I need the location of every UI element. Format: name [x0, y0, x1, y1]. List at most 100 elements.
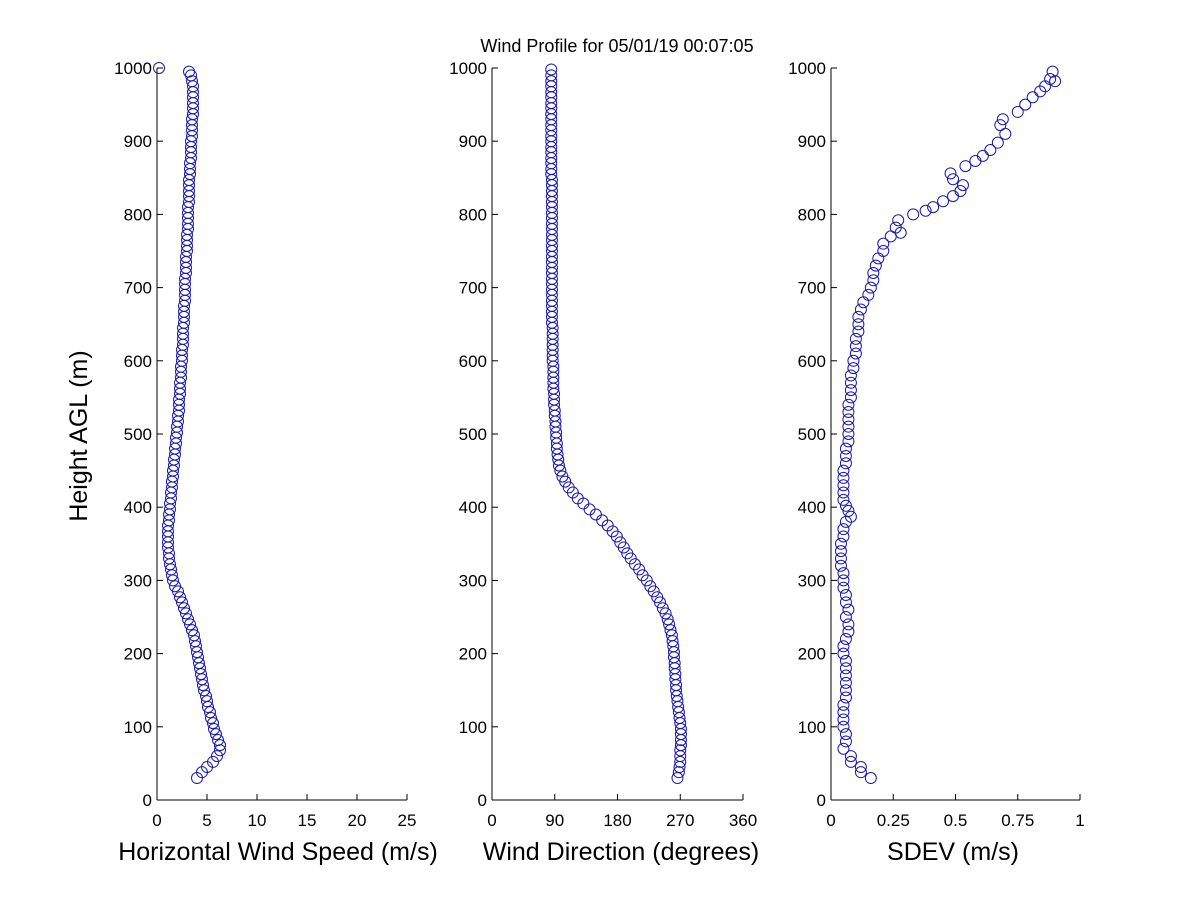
sdev-data-point — [834, 545, 847, 558]
sdev-data-point — [954, 184, 967, 197]
speed-y-tick-label: 400 — [124, 498, 152, 517]
sdev-data-point — [837, 742, 850, 755]
direction-y-tick-label: 600 — [459, 352, 487, 371]
sdev-data-point — [937, 195, 950, 208]
sdev-data-point — [837, 471, 850, 484]
speed-y-tick-label: 800 — [124, 205, 152, 224]
speed-data-point — [176, 596, 188, 609]
direction-data-point — [674, 744, 687, 757]
speed-y-tick-label: 600 — [124, 352, 152, 371]
sdev-data-point — [854, 766, 867, 779]
sdev-data-point — [837, 698, 850, 711]
direction-x-tick-label: 360 — [729, 811, 757, 830]
sdev-data-point — [837, 530, 850, 543]
sdev-data-point — [864, 772, 877, 785]
sdev-data-point — [947, 173, 960, 186]
direction-data-point — [556, 470, 569, 483]
sdev-data-point — [837, 720, 850, 733]
sdev-data-point — [837, 479, 850, 492]
sdev-data-point — [1049, 75, 1062, 88]
sdev-data-point — [844, 750, 857, 763]
sdev-data-point — [854, 303, 867, 316]
sdev-data-point — [839, 589, 852, 602]
sdev-data-point — [849, 340, 862, 353]
speed-data-point — [214, 739, 226, 752]
speed-data-point — [207, 755, 219, 768]
sdev-y-tick-label: 100 — [798, 718, 826, 737]
speed-data-point — [210, 728, 222, 741]
sdev-data-point — [839, 457, 852, 470]
sdev-y-tick-label: 800 — [798, 205, 826, 224]
sdev-data-point — [996, 113, 1009, 126]
speed-data-point — [178, 602, 190, 615]
speed-y-tick-label: 900 — [124, 132, 152, 151]
direction-y-tick-label: 700 — [459, 279, 487, 298]
direction-y-tick-label: 500 — [459, 425, 487, 444]
sdev-data-point — [847, 362, 860, 375]
speed-y-tick-label: 1000 — [114, 59, 152, 78]
direction-data-point — [661, 613, 674, 626]
speed-x-tick-label: 0 — [152, 811, 161, 830]
speed-data-point — [211, 750, 223, 763]
sdev-data-point — [839, 684, 852, 697]
sdev-y-tick-label: 400 — [798, 498, 826, 517]
sdev-data-point — [862, 288, 875, 301]
direction-data-point — [674, 755, 687, 768]
sdev-data-point — [1046, 65, 1059, 78]
speed-y-tick-label: 200 — [124, 645, 152, 664]
sdev-data-point — [849, 332, 862, 345]
speed-data-point — [183, 65, 195, 78]
sdev-data-point — [839, 662, 852, 675]
sdev-y-tick-label: 600 — [798, 352, 826, 371]
sdev-data-point — [839, 691, 852, 704]
speed-data-point — [182, 613, 194, 626]
direction-data-point — [545, 63, 558, 76]
sdev-data-point — [1011, 105, 1024, 118]
sdev-data-point — [839, 676, 852, 689]
sdev-data-point — [889, 221, 902, 234]
direction-x-tick-label: 90 — [545, 811, 564, 830]
sdev-y-tick-label: 200 — [798, 645, 826, 664]
sdev-data-point — [991, 136, 1004, 149]
sdev-x-axis-label: SDEV (m/s) — [887, 838, 1019, 866]
sdev-y-tick-label: 900 — [798, 132, 826, 151]
direction-x-axis-label: Wind Direction (degrees) — [483, 838, 760, 866]
speed-panel: 0 100 200 300 400 500 600 700 800 900 1000 0 5 10 15 20… — [114, 59, 438, 866]
sdev-data-point — [994, 119, 1007, 132]
direction-y-tick-label: 900 — [459, 132, 487, 151]
sdev-data-point — [837, 486, 850, 499]
sdev-data-point — [837, 574, 850, 587]
direction-data-point — [664, 624, 677, 637]
direction-data-point — [562, 481, 575, 494]
sdev-data-point — [857, 296, 870, 309]
sdev-data-point — [837, 640, 850, 653]
sdev-data-point — [839, 596, 852, 609]
sdev-data-point — [839, 442, 852, 455]
speed-data-point — [200, 690, 212, 703]
speed-y-tick-label: 100 — [124, 718, 152, 737]
sdev-data-point — [907, 208, 920, 221]
sdev-data-point — [844, 391, 857, 404]
sdev-data-point — [839, 728, 852, 741]
sdev-data-point — [864, 281, 877, 294]
sdev-data-point — [842, 603, 855, 616]
direction-y-tick-label: 1000 — [449, 59, 487, 78]
speed-data-point — [204, 706, 216, 719]
sdev-y-tick-label: 700 — [798, 279, 826, 298]
sdev-data-point — [839, 735, 852, 748]
direction-y-tick-label: 800 — [459, 205, 487, 224]
speed-data-point — [207, 717, 219, 730]
speed-data-point — [186, 624, 198, 637]
direction-data-point — [636, 569, 649, 582]
sdev-data-point — [852, 318, 865, 331]
sdev-data-point — [919, 204, 932, 217]
sdev-data-point — [984, 143, 997, 156]
sdev-data-point — [837, 581, 850, 594]
sdev-data-point — [842, 406, 855, 419]
direction-data-point — [672, 766, 685, 779]
sdev-data-point — [839, 611, 852, 623]
speed-y-tick-label: 0 — [143, 791, 152, 810]
y-axis-label: Height AGL (m) — [65, 350, 93, 521]
